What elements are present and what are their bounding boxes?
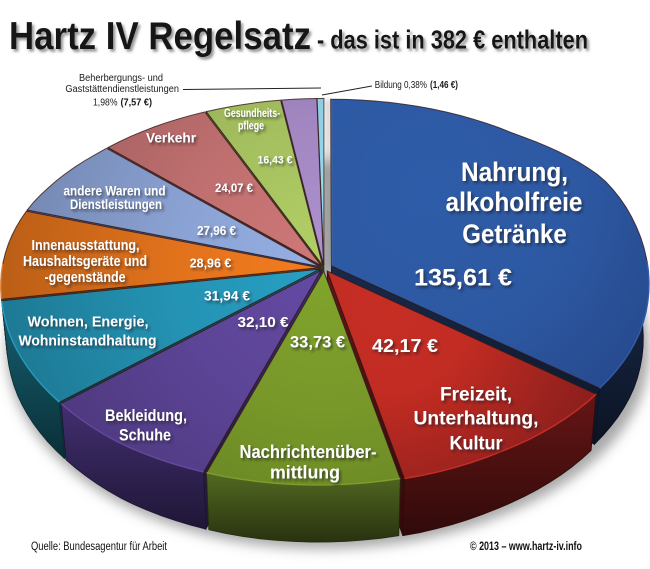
svg-text:Beherbergungs- und: Beherbergungs- und [79,73,163,84]
svg-text:Wohnen, Energie,: Wohnen, Energie, [28,314,149,331]
svg-text:alkoholfreie: alkoholfreie [446,187,583,217]
svg-text:Verkehr: Verkehr [146,130,197,146]
svg-text:Nahrung,: Nahrung, [461,157,568,187]
svg-text:Schuhe: Schuhe [119,427,171,445]
svg-text:42,17 €: 42,17 € [372,335,438,356]
svg-text:andere Waren und: andere Waren und [64,183,166,199]
svg-text:Unterhaltung,: Unterhaltung, [414,408,539,430]
svg-text:mittlung: mittlung [270,463,340,483]
svg-text:Nachrichtenüber-: Nachrichtenüber- [240,442,377,462]
svg-text:135,61 €: 135,61 € [414,265,512,292]
svg-text:Wohninstandhaltung: Wohninstandhaltung [19,333,157,350]
svg-text:Bildung 0,38%: Bildung 0,38% [375,80,427,91]
svg-text:24,07 €: 24,07 € [215,183,254,195]
svg-text:Haushaltsgeräte und: Haushaltsgeräte und [23,253,147,270]
svg-text:Hartz IV Regelsatz: Hartz IV Regelsatz [9,15,311,58]
svg-text:27,96 €: 27,96 € [197,224,236,238]
svg-text:33,73 €: 33,73 € [290,334,345,352]
svg-text:28,96 €: 28,96 € [190,256,232,271]
svg-text:Freizeit,: Freizeit, [440,384,512,406]
svg-text:Gesundheits-: Gesundheits- [224,106,280,120]
svg-text:-gegenstände: -gegenstände [45,269,126,286]
svg-text:Bekleidung,: Bekleidung, [105,407,187,425]
svg-text:Gaststättendienstleistungen: Gaststättendienstleistungen [65,84,179,95]
svg-text:16,43 €: 16,43 € [258,155,293,167]
svg-text:32,10 €: 32,10 € [238,314,290,331]
svg-text:Quelle: Bundesagentur für Arb: Quelle: Bundesagentur für Arbeit [31,541,168,553]
svg-text:pflege: pflege [238,119,264,133]
svg-text:Dienstleistungen: Dienstleistungen [70,196,162,212]
svg-text:(7,57 €): (7,57 €) [121,98,153,109]
svg-text:1,98%: 1,98% [93,98,118,109]
svg-text:Kultur: Kultur [450,433,503,455]
svg-text:© 2013 – www.hartz-iv.info: © 2013 – www.hartz-iv.info [470,541,582,553]
svg-text:- das ist in 382 € enthalten: - das ist in 382 € enthalten [317,25,588,55]
svg-text:Innenausstattung,: Innenausstattung, [32,237,140,254]
svg-text:Getränke: Getränke [462,219,567,249]
svg-text:(1,46 €): (1,46 €) [430,80,458,91]
svg-text:31,94 €: 31,94 € [204,289,250,304]
